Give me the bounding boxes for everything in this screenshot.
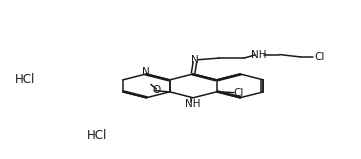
Text: HCl: HCl (15, 73, 35, 86)
Text: O: O (152, 85, 160, 95)
Text: Cl: Cl (234, 88, 244, 98)
Text: N: N (191, 55, 199, 65)
Text: N: N (142, 67, 150, 77)
Text: NH: NH (186, 99, 201, 109)
Text: NH: NH (251, 50, 266, 59)
Text: Cl: Cl (314, 52, 324, 62)
Text: HCl: HCl (87, 129, 108, 142)
